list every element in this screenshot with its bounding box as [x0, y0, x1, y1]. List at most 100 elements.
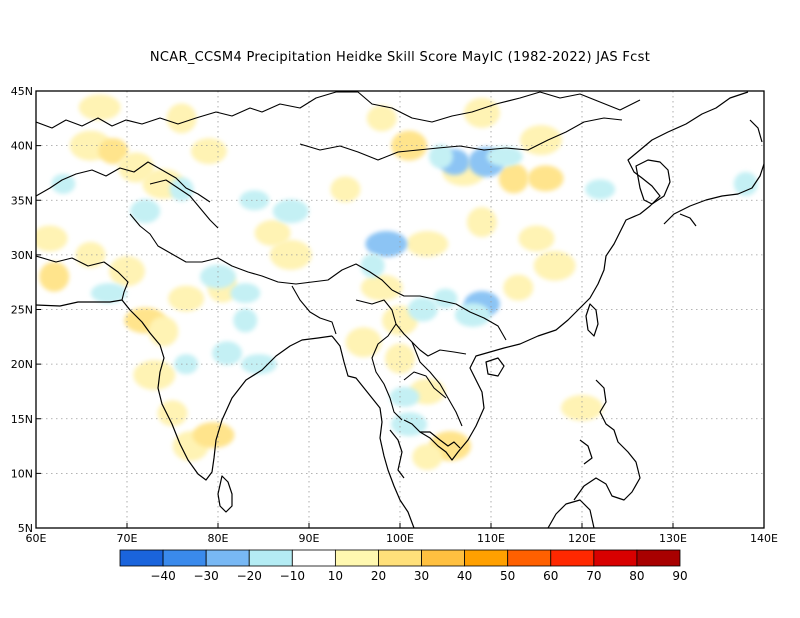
- gulf-thailand-coast: [420, 431, 461, 449]
- skill-patch: [240, 354, 277, 375]
- skill-patch: [36, 225, 68, 252]
- skill-patch: [466, 207, 497, 238]
- skill-patch: [98, 138, 129, 165]
- longitude-tick-label: 130E: [659, 532, 687, 545]
- longitude-tick-label: 100E: [386, 532, 414, 545]
- skill-patch: [78, 94, 121, 121]
- colorbar-label: 50: [500, 569, 515, 583]
- chart-title: NCAR_CCSM4 Precipitation Heidke Skill Sc…: [149, 50, 651, 65]
- longitude-tick-label: 110E: [477, 532, 505, 545]
- colorbar-label: 90: [672, 569, 687, 583]
- skill-patch: [407, 297, 438, 322]
- colorbar-swatch: [334, 549, 379, 567]
- colorbar-swatch: [119, 549, 164, 567]
- colorbar-swatch: [291, 549, 336, 567]
- colorbar: −40 −30 −20 −10 10 20 30 40 50 60 70 80 90: [119, 549, 688, 583]
- latitude-tick-label: 25N: [11, 304, 33, 317]
- colorbar-swatch: [464, 549, 509, 567]
- skill-patch: [169, 177, 194, 202]
- skill-patch: [360, 274, 403, 301]
- skill-patch: [503, 274, 534, 301]
- skill-patch: [360, 253, 385, 278]
- longitude-ticks: 60E 70E 80E 90E 100E 110E 120E 130E 140E: [26, 523, 778, 545]
- skill-patch: [486, 146, 523, 167]
- skill-patch: [518, 225, 555, 252]
- skill-patch: [330, 176, 361, 203]
- colorbar-label: 20: [371, 569, 386, 583]
- colorbar-swatch: [636, 549, 681, 567]
- japan-coastline: [663, 119, 764, 227]
- latitude-tick-label: 20N: [11, 358, 33, 371]
- colorbar-label: 30: [414, 569, 429, 583]
- country-borders: [36, 91, 641, 427]
- latitude-ticks: 5N 10N 15N 20N 25N 30N 35N 40N 45N: [11, 85, 41, 535]
- longitude-tick-label: 70E: [117, 532, 138, 545]
- skill-patch: [75, 241, 106, 268]
- skill-patch: [533, 250, 576, 281]
- colorbar-label: −40: [150, 569, 175, 583]
- skill-patch: [433, 288, 458, 309]
- colorbar-label: −30: [193, 569, 218, 583]
- skill-patch: [239, 190, 270, 211]
- latitude-tick-label: 10N: [11, 467, 33, 480]
- gridlines: [36, 91, 764, 528]
- skill-patch: [391, 130, 428, 161]
- skill-patch: [212, 341, 243, 366]
- skill-patch: [130, 199, 161, 224]
- longitude-tick-label: 80E: [208, 532, 229, 545]
- skill-patch: [51, 173, 76, 194]
- latitude-tick-label: 30N: [11, 249, 33, 262]
- skill-patch: [733, 171, 758, 196]
- skill-patch: [39, 261, 70, 292]
- colorbar-label: −20: [237, 569, 262, 583]
- india-coastline: [36, 299, 333, 481]
- colorbar-swatch: [378, 549, 422, 567]
- latitude-tick-label: 40N: [11, 140, 33, 153]
- colorbar-swatch: [421, 549, 466, 567]
- skill-patch: [406, 230, 449, 257]
- skill-patch: [192, 422, 235, 449]
- korea-coastline: [635, 159, 671, 205]
- skill-patch: [90, 283, 127, 304]
- colorbar-label: 70: [586, 569, 601, 583]
- skill-patch: [561, 394, 603, 421]
- skill-patch: [365, 230, 408, 257]
- myanmar-coastline: [331, 335, 415, 528]
- longitude-tick-label: 140E: [750, 532, 778, 545]
- skill-patch: [272, 199, 309, 224]
- skill-patches: [36, 94, 758, 470]
- skill-patch: [428, 144, 453, 169]
- skill-patch: [133, 360, 176, 391]
- latitude-tick-label: 35N: [11, 194, 33, 207]
- colorbar-label: 40: [457, 569, 472, 583]
- colorbar-swatch: [205, 549, 250, 567]
- skill-patch: [345, 327, 382, 358]
- latitude-tick-label: 15N: [11, 413, 33, 426]
- colorbar-swatch: [593, 549, 638, 567]
- colorbar-label: 10: [328, 569, 343, 583]
- skill-patch: [190, 138, 227, 165]
- skill-patch: [520, 125, 563, 156]
- coastlines: [36, 91, 764, 528]
- skill-patch: [585, 179, 616, 200]
- sri-lanka-coastline: [217, 475, 233, 513]
- skill-patch: [366, 105, 397, 132]
- skill-patch: [230, 283, 261, 304]
- hainan-coastline: [485, 357, 505, 377]
- colorbar-label: 80: [629, 569, 644, 583]
- latitude-tick-label: 45N: [11, 85, 33, 98]
- skill-patch: [166, 103, 197, 134]
- skill-patch: [412, 443, 443, 470]
- colorbar-swatch: [550, 549, 595, 567]
- colorbar-swatch: [507, 549, 552, 567]
- colorbar-label: 60: [543, 569, 558, 583]
- philippines-coastline: [573, 379, 641, 501]
- skill-patch: [254, 220, 291, 247]
- colorbar-swatch: [248, 549, 293, 567]
- longitude-tick-label: 60E: [26, 532, 47, 545]
- latitude-tick-label: 5N: [18, 522, 33, 535]
- longitude-tick-label: 120E: [568, 532, 596, 545]
- taiwan-coastline: [585, 303, 599, 337]
- skill-patch: [168, 285, 205, 312]
